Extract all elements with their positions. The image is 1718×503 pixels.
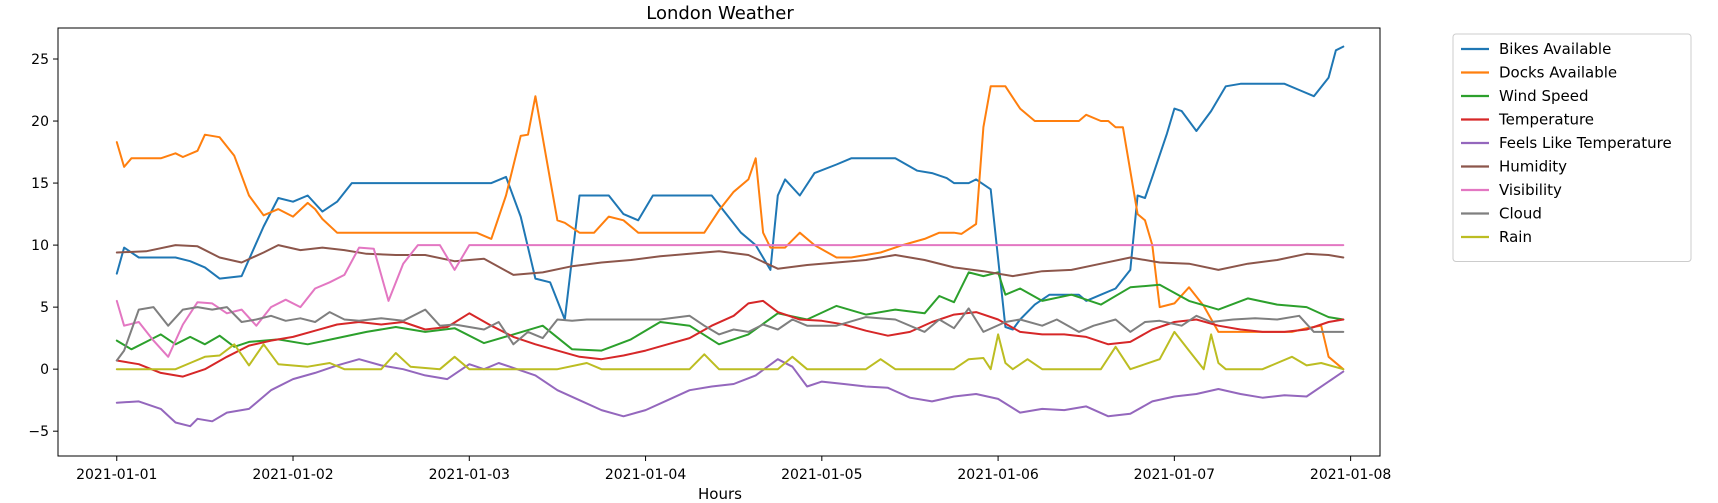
x-axis: 2021-01-01 2021-01-02 2021-01-03 2021-01-04… <box>76 456 1391 483</box>
legend-label: Temperature <box>1498 111 1594 129</box>
y-tick-label: 10 <box>31 238 49 254</box>
y-tick-label: 25 <box>31 52 49 68</box>
x-tick-label: 2021-01-08 <box>1310 467 1391 483</box>
legend-label: Visibility <box>1499 181 1562 199</box>
series-line-cloud <box>115 306 1345 362</box>
legend-label: Feels Like Temperature <box>1499 134 1672 152</box>
legend-label: Humidity <box>1499 158 1567 176</box>
series-line-rain <box>115 330 1345 371</box>
legend-label: Docks Available <box>1499 64 1617 82</box>
y-axis: −5 0 5 10 15 20 25 <box>28 52 58 440</box>
y-tick-label: 15 <box>31 176 49 192</box>
series-line-bikes-available <box>115 45 1345 331</box>
legend-box <box>1452 33 1692 262</box>
plot-frame <box>57 27 1381 457</box>
series-line-visibility <box>115 244 1345 358</box>
y-tick-label: 0 <box>40 362 49 378</box>
y-tick-label: 5 <box>40 300 49 316</box>
y-tick-label: −5 <box>28 424 49 440</box>
legend-label: Wind Speed <box>1499 87 1589 105</box>
legend-label: Bikes Available <box>1499 40 1611 58</box>
legend: Bikes Available Docks Available Wind Speed… <box>1452 33 1692 262</box>
x-tick-label: 2021-01-06 <box>957 467 1038 483</box>
series-line-docks-available <box>115 85 1345 371</box>
plot-lines <box>115 45 1345 428</box>
legend-label: Cloud <box>1499 205 1542 223</box>
x-tick-label: 2021-01-05 <box>781 467 862 483</box>
x-axis-label: Hours <box>698 485 742 503</box>
x-tick-label: 2021-01-04 <box>605 467 686 483</box>
chart-title: London Weather <box>646 3 794 24</box>
series-line-humidity <box>115 244 1345 278</box>
x-tick-label: 2021-01-07 <box>1134 467 1215 483</box>
series-line-temperature <box>115 299 1345 378</box>
x-tick-label: 2021-01-02 <box>252 467 333 483</box>
series-line-feels-like-temperature <box>115 358 1345 428</box>
legend-label: Rain <box>1499 228 1532 246</box>
series-line-wind-speed <box>115 271 1345 352</box>
x-tick-label: 2021-01-03 <box>429 467 510 483</box>
y-tick-label: 20 <box>31 114 49 130</box>
x-tick-label: 2021-01-01 <box>76 467 157 483</box>
